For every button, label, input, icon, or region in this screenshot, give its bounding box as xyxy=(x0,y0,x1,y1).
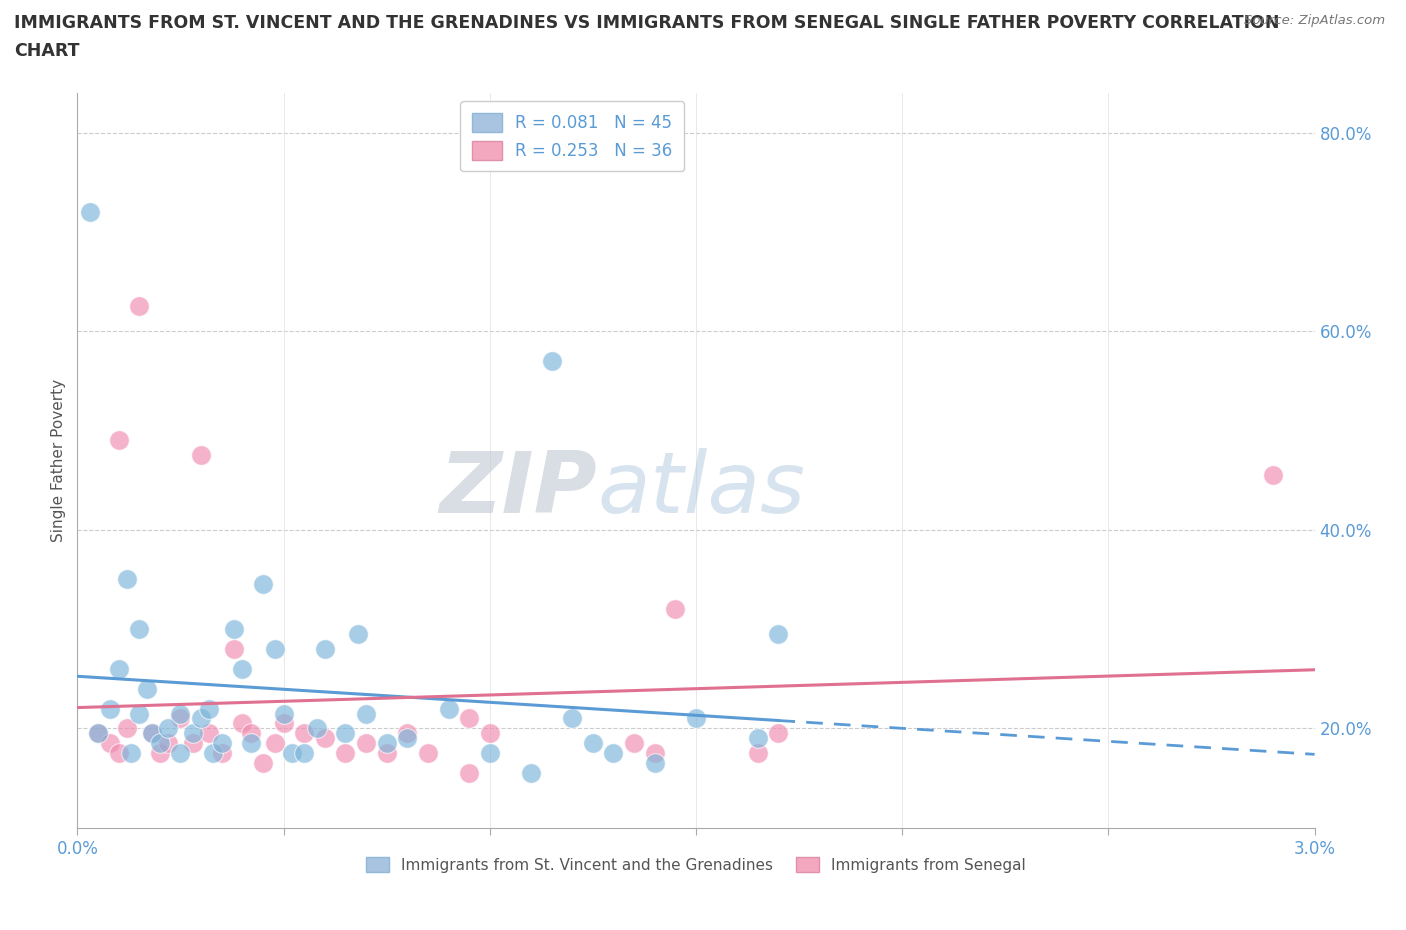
Point xyxy=(335,726,357,741)
Point xyxy=(98,701,121,716)
Text: IMMIGRANTS FROM ST. VINCENT AND THE GRENADINES VS IMMIGRANTS FROM SENEGAL SINGLE: IMMIGRANTS FROM ST. VINCENT AND THE GREN… xyxy=(14,14,1279,32)
Point xyxy=(602,746,624,761)
Point xyxy=(198,726,221,741)
Text: CHART: CHART xyxy=(14,42,80,60)
Point xyxy=(354,736,377,751)
Point xyxy=(239,726,262,741)
Point xyxy=(115,572,138,587)
Text: atlas: atlas xyxy=(598,448,806,531)
Point xyxy=(747,746,769,761)
Point xyxy=(623,736,645,751)
Point xyxy=(273,706,295,721)
Point xyxy=(478,726,501,741)
Point xyxy=(305,721,328,736)
Point xyxy=(157,721,180,736)
Point xyxy=(169,706,191,721)
Point xyxy=(437,701,460,716)
Point xyxy=(141,726,163,741)
Point xyxy=(264,642,287,657)
Point xyxy=(107,746,129,761)
Point xyxy=(375,746,398,761)
Point xyxy=(540,353,562,368)
Point xyxy=(458,711,481,726)
Point xyxy=(181,726,204,741)
Point xyxy=(98,736,121,751)
Point xyxy=(231,716,253,731)
Point xyxy=(181,736,204,751)
Point xyxy=(252,756,274,771)
Point xyxy=(264,736,287,751)
Point xyxy=(198,701,221,716)
Point xyxy=(768,726,790,741)
Point xyxy=(1263,468,1285,483)
Point xyxy=(141,726,163,741)
Point xyxy=(211,736,233,751)
Point xyxy=(128,621,150,636)
Point xyxy=(87,726,110,741)
Point xyxy=(222,642,245,657)
Point xyxy=(120,746,142,761)
Point xyxy=(478,746,501,761)
Point xyxy=(87,726,110,741)
Point xyxy=(685,711,707,726)
Point xyxy=(231,661,253,676)
Point xyxy=(768,627,790,642)
Point xyxy=(664,602,686,617)
Point xyxy=(128,706,150,721)
Point xyxy=(416,746,439,761)
Y-axis label: Single Father Poverty: Single Father Poverty xyxy=(51,379,66,542)
Legend: Immigrants from St. Vincent and the Grenadines, Immigrants from Senegal: Immigrants from St. Vincent and the Gren… xyxy=(360,851,1032,879)
Point xyxy=(644,746,666,761)
Point xyxy=(396,731,419,746)
Point xyxy=(239,736,262,751)
Point xyxy=(252,577,274,591)
Point xyxy=(149,736,172,751)
Point xyxy=(273,716,295,731)
Text: ZIP: ZIP xyxy=(439,448,598,531)
Point xyxy=(644,756,666,771)
Point xyxy=(346,627,368,642)
Point xyxy=(561,711,583,726)
Point xyxy=(211,746,233,761)
Point xyxy=(354,706,377,721)
Point xyxy=(281,746,304,761)
Point xyxy=(292,746,315,761)
Point xyxy=(335,746,357,761)
Point xyxy=(747,731,769,746)
Point xyxy=(136,682,159,697)
Point xyxy=(292,726,315,741)
Point xyxy=(157,736,180,751)
Point xyxy=(314,731,336,746)
Point xyxy=(520,765,543,780)
Point xyxy=(79,205,101,219)
Point xyxy=(115,721,138,736)
Text: Source: ZipAtlas.com: Source: ZipAtlas.com xyxy=(1244,14,1385,27)
Point xyxy=(222,621,245,636)
Point xyxy=(169,746,191,761)
Point xyxy=(314,642,336,657)
Point xyxy=(375,736,398,751)
Point xyxy=(107,433,129,448)
Point xyxy=(128,299,150,314)
Point xyxy=(107,661,129,676)
Point xyxy=(582,736,605,751)
Point xyxy=(458,765,481,780)
Point xyxy=(190,448,212,463)
Point xyxy=(202,746,225,761)
Point xyxy=(396,726,419,741)
Point xyxy=(149,746,172,761)
Point xyxy=(190,711,212,726)
Point xyxy=(169,711,191,726)
